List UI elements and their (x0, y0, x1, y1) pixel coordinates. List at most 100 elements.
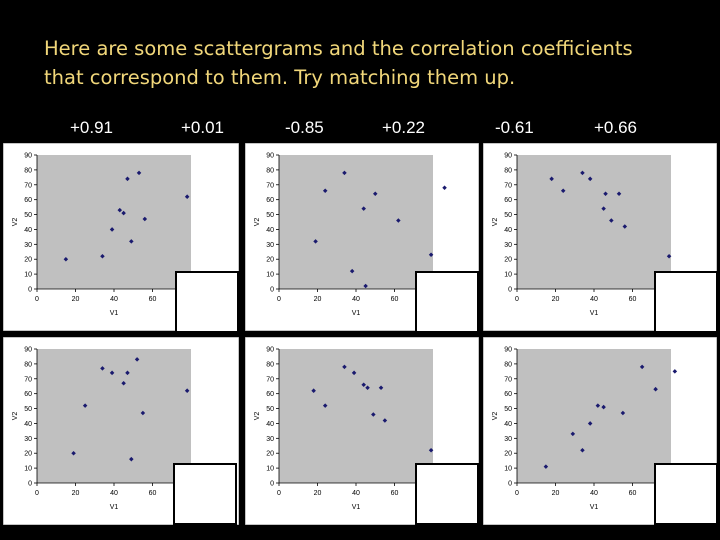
coefficient-label-4: +0.22 (382, 118, 426, 137)
x-tick-label: 0 (35, 296, 39, 303)
data-point (184, 194, 190, 199)
y-tick-label: 70 (504, 182, 512, 189)
y-tick-label: 70 (504, 376, 512, 383)
slide-title: Here are some scattergrams and the corre… (44, 34, 704, 92)
plot-area (517, 349, 671, 483)
y-tick-label: 70 (266, 182, 274, 189)
y-tick-label: 50 (504, 406, 512, 413)
x-tick-label: 0 (277, 490, 281, 497)
x-axis-label: V1 (352, 504, 361, 511)
x-tick-label: 60 (629, 490, 637, 497)
data-point (313, 239, 318, 244)
coefficient-label-6: +0.66 (594, 118, 638, 137)
x-axis-label: V1 (110, 310, 119, 317)
coefficient-row: +0.91 +0.01 -0.85 +0.22 -0.61 +0.66 (0, 118, 720, 148)
y-tick-label: 20 (266, 257, 274, 264)
plot-area (37, 349, 191, 483)
y-tick-label: 0 (270, 287, 274, 294)
answer-box-5[interactable] (415, 463, 479, 525)
x-tick-label: 40 (110, 490, 118, 497)
y-tick-label: 0 (508, 287, 512, 294)
x-tick-label: 60 (629, 296, 637, 303)
y-tick-label: 80 (266, 361, 274, 368)
data-point (322, 403, 328, 408)
y-tick-label: 10 (266, 272, 274, 279)
y-tick-label: 20 (504, 451, 512, 458)
answer-box-1[interactable] (175, 271, 239, 333)
data-point (109, 370, 115, 376)
y-tick-label: 40 (24, 227, 32, 234)
scatter-panel-4: 0 10 20 30 40 50 60 70 80 90 0 20 40 60 V1 V2 (3, 337, 239, 525)
y-tick-label: 90 (504, 347, 512, 354)
x-tick-label: 0 (35, 490, 39, 497)
y-tick-label: 30 (24, 436, 32, 443)
x-tick-label: 20 (314, 490, 322, 497)
y-tick-label: 30 (24, 242, 32, 249)
y-tick-label: 90 (266, 153, 274, 160)
x-axis-label: V1 (110, 504, 119, 511)
y-axis-label: V2 (12, 412, 19, 421)
x-tick-label: 40 (590, 296, 598, 303)
y-tick-label: 80 (24, 361, 32, 368)
x-tick-label: 40 (110, 296, 118, 303)
y-tick-label: 20 (24, 257, 32, 264)
x-tick-label: 0 (515, 490, 519, 497)
plot-area (279, 155, 433, 289)
y-axis-label: V2 (492, 218, 499, 227)
answer-box-6[interactable] (654, 463, 718, 525)
y-tick-label: 60 (504, 197, 512, 204)
y-tick-label: 30 (266, 436, 274, 443)
coefficient-label-1: +0.91 (70, 118, 114, 137)
data-point (371, 412, 376, 417)
y-tick-label: 60 (266, 197, 274, 204)
y-tick-label: 60 (504, 391, 512, 398)
data-point (365, 385, 370, 390)
x-tick-label: 20 (72, 490, 80, 497)
x-tick-label: 40 (590, 490, 598, 497)
data-point (428, 252, 434, 258)
coefficient-label-3: -0.85 (285, 118, 324, 137)
data-point (543, 464, 549, 469)
y-tick-label: 10 (266, 466, 274, 473)
y-tick-label: 30 (266, 242, 274, 249)
y-tick-label: 60 (266, 391, 274, 398)
y-tick-label: 40 (266, 227, 274, 234)
y-tick-label: 70 (24, 376, 32, 383)
y-tick-label: 50 (266, 212, 274, 219)
y-tick-label: 0 (28, 481, 32, 488)
scatter-panel-1: 0102030405060708090020406080V1V2 (3, 143, 239, 333)
answer-box-4[interactable] (173, 463, 237, 525)
x-axis-label: V1 (352, 310, 361, 317)
data-point (322, 188, 328, 193)
y-tick-label: 20 (504, 257, 512, 264)
coefficient-label-2: +0.01 (181, 118, 225, 137)
slide-title-line-1: Here are some scattergrams and the corre… (44, 37, 633, 60)
y-tick-label: 90 (24, 153, 32, 160)
y-tick-label: 90 (24, 347, 32, 354)
x-tick-label: 60 (391, 296, 399, 303)
y-tick-label: 90 (266, 347, 274, 354)
y-tick-label: 40 (266, 421, 274, 428)
y-axis-label: V2 (254, 218, 261, 227)
x-tick-label: 0 (277, 296, 281, 303)
answer-box-2[interactable] (415, 271, 479, 333)
answer-box-3[interactable] (654, 271, 718, 333)
y-tick-label: 30 (504, 242, 512, 249)
y-tick-label: 60 (24, 197, 32, 204)
plot-area (279, 349, 433, 483)
y-tick-label: 40 (504, 421, 512, 428)
y-tick-label: 50 (504, 212, 512, 219)
coefficient-label-5: -0.61 (495, 118, 534, 137)
y-tick-label: 10 (504, 272, 512, 279)
data-point (342, 364, 347, 370)
y-tick-label: 40 (504, 227, 512, 234)
x-tick-label: 60 (149, 490, 157, 497)
y-tick-label: 0 (28, 287, 32, 294)
data-point (361, 206, 366, 211)
y-tick-label: 70 (24, 182, 32, 189)
y-tick-label: 50 (24, 212, 32, 219)
y-tick-label: 40 (24, 421, 32, 428)
y-tick-label: 20 (266, 451, 274, 458)
data-point (82, 403, 88, 408)
x-tick-label: 20 (314, 296, 322, 303)
